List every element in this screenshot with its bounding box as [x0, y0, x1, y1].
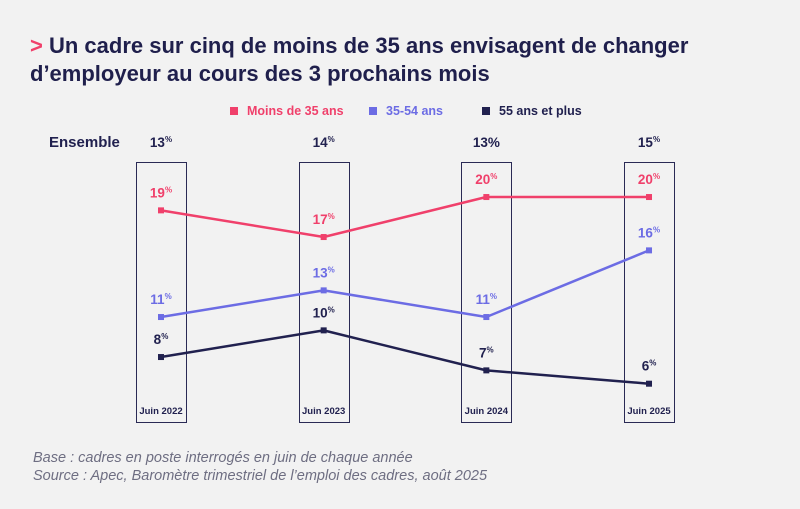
percent-sign: % [165, 185, 172, 194]
data-label-number: 20 [638, 172, 653, 187]
data-label: 20% [475, 172, 497, 187]
series-moins-de-35-ans: 19%17%20% 20% [150, 172, 660, 241]
series-line [160, 249, 650, 319]
percent-sign: % [490, 172, 497, 181]
series-55-ans-et-plus: 8%10%7%6% [154, 305, 657, 387]
data-label-number: 10 [313, 305, 328, 320]
ensemble-value: 13% [150, 135, 172, 150]
legend-swatch [482, 107, 490, 115]
ensemble-value: 15% [638, 135, 660, 150]
data-point [483, 367, 490, 374]
ensemble-number: 15 [638, 135, 654, 150]
data-label: 20% [638, 172, 660, 187]
ensemble-number: 13 [473, 135, 489, 150]
ensemble-number: 13 [150, 135, 166, 150]
data-label: 6% [642, 359, 657, 374]
legend-label: 35-54 ans [386, 104, 443, 118]
data-label: 7% [479, 345, 494, 360]
title-marker: > [30, 33, 43, 58]
year-frame [461, 162, 512, 423]
data-point [320, 287, 327, 294]
data-point [320, 234, 327, 241]
data-label: 16% [638, 225, 660, 240]
percent-sign: % [487, 345, 494, 354]
year-frame [299, 162, 350, 423]
legend-label: Moins de 35 ans [247, 104, 344, 118]
percent-sign: % [653, 135, 660, 144]
percent-sign: % [488, 135, 500, 150]
x-tick-label: Juin 2025 [627, 406, 671, 417]
chart-title-text: Un cadre sur cinq de moins de 35 ans env… [30, 33, 689, 86]
data-label: 10% [313, 305, 335, 320]
x-tick-label: Juin 2024 [465, 406, 509, 417]
x-tick-label: Juin 2023 [302, 406, 345, 417]
percent-sign: % [328, 265, 335, 274]
data-point [483, 194, 490, 201]
footnote-source: Source : Apec, Baromètre trimestriel de … [33, 468, 488, 484]
data-label-number: 13 [313, 265, 329, 280]
legend-swatch [369, 107, 377, 115]
data-point [483, 314, 490, 321]
data-label-number: 11 [476, 292, 491, 307]
percent-sign: % [649, 359, 656, 368]
ensemble-value: 14% [313, 135, 335, 150]
legend-label: 55 ans et plus [499, 104, 582, 118]
data-point [646, 247, 653, 254]
percent-sign: % [653, 172, 660, 181]
data-label-number: 6 [642, 359, 650, 374]
data-label: 17% [313, 212, 335, 227]
data-point [646, 194, 653, 201]
legend-swatch [230, 107, 238, 115]
ensemble-value: 13% [473, 135, 500, 150]
ensemble-number: 14 [313, 135, 329, 150]
chart-title: > Un cadre sur cinq de moins de 35 ans e… [30, 32, 750, 88]
percent-sign: % [328, 135, 335, 144]
data-label-number: 11 [150, 292, 165, 307]
data-label: 11% [150, 292, 171, 307]
ensemble-values: 13% 14% 13% 15% [150, 135, 660, 150]
x-tick-label: Juin 2022 [139, 406, 182, 417]
data-label: 13% [313, 265, 335, 280]
percent-sign: % [490, 292, 497, 301]
data-label-number: 17 [313, 212, 328, 227]
percent-sign: % [328, 305, 335, 314]
ensemble-label: Ensemble [49, 134, 120, 151]
legend-item-35-54-ans: 35-54 ans [369, 103, 443, 119]
data-label: 19% [150, 185, 172, 200]
data-point [320, 327, 327, 334]
legend-item-moins-de-35-ans: Moins de 35 ans [230, 103, 344, 119]
year-frame [136, 162, 187, 423]
data-point [158, 207, 164, 214]
data-label-number: 20 [475, 172, 490, 187]
data-label-number: 16 [638, 225, 654, 240]
percent-sign: % [653, 225, 660, 234]
percent-sign: % [165, 135, 172, 144]
year-frame [624, 162, 675, 423]
data-label: 8% [154, 332, 169, 347]
legend-item-55-ans-et-plus: 55 ans et plus [482, 103, 582, 119]
data-label-number: 19 [150, 185, 165, 200]
data-label-number: 7 [479, 345, 487, 360]
data-point [646, 380, 653, 387]
data-label-number: 8 [154, 332, 162, 347]
data-point [158, 354, 164, 361]
percent-sign: % [161, 332, 168, 341]
footnote-base: Base : cadres en poste interrogés en jui… [33, 450, 413, 466]
data-point [158, 314, 164, 321]
percent-sign: % [328, 212, 335, 221]
data-label: 11% [476, 292, 497, 307]
percent-sign: % [165, 292, 172, 301]
year-frames: Juin 2022 Juin 2023 Juin 2024 Juin 2025 [136, 162, 675, 423]
series-35-54-ans: 11%13%11%16% [150, 225, 660, 321]
series-line [160, 329, 650, 385]
series-line [160, 195, 649, 239]
footnote: Base : cadres en poste interrogés en jui… [33, 449, 487, 485]
